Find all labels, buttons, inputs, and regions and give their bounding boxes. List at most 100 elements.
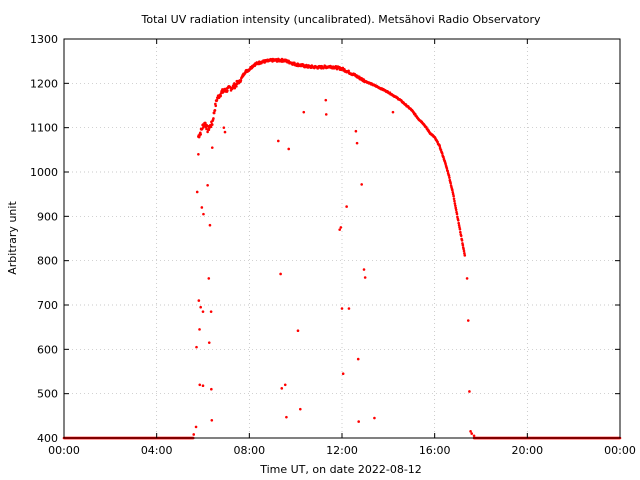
outlier-point: [357, 420, 360, 423]
grid: [64, 39, 620, 438]
outlier-point: [201, 310, 205, 313]
curve-point: [460, 239, 464, 242]
curve-point: [221, 88, 224, 91]
outlier-point: [198, 328, 201, 331]
x-axis-label: Time UT, on date 2022-08-12: [259, 463, 422, 476]
outlier-point: [197, 299, 201, 302]
curve-point: [458, 227, 462, 231]
outlier-point: [202, 212, 205, 216]
outlier-point: [468, 390, 471, 393]
outlier-point: [302, 110, 306, 114]
outlier-point: [339, 226, 343, 229]
outlier-point: [194, 425, 198, 429]
curve-point: [235, 85, 238, 88]
axis-ticks: 00:00 04:00 08:00 12:00 16:00 20:00 00:0040050…: [30, 33, 636, 457]
outlier-point: [210, 146, 214, 149]
outlier-point: [340, 307, 344, 310]
curve-point: [226, 89, 229, 92]
outlier-point: [210, 387, 213, 391]
outlier-point: [206, 184, 209, 187]
y-tick-label: 1100: [30, 122, 58, 135]
outlier-point: [223, 130, 227, 134]
curve-point: [457, 224, 461, 227]
y-tick-label: 700: [37, 299, 58, 312]
outlier-point: [280, 387, 284, 390]
curve-point: [458, 225, 461, 229]
x-tick-label: 00:00: [48, 444, 80, 457]
curve-point: [446, 169, 450, 173]
outlier-point: [347, 307, 351, 310]
curve-point: [463, 254, 467, 257]
outlier-point: [283, 383, 287, 387]
outlier-point: [472, 434, 476, 438]
y-tick-label: 400: [37, 432, 58, 445]
curve-point: [454, 208, 458, 212]
curve-point: [233, 86, 237, 90]
curve-point: [452, 194, 455, 198]
curve-point: [462, 247, 465, 251]
outlier-point: [466, 319, 470, 322]
y-tick-label: 1200: [30, 77, 58, 90]
outlier-point: [354, 129, 358, 133]
outlier-point: [287, 147, 291, 151]
curve-point: [442, 155, 445, 159]
y-axis-label: Arbitrary unit: [6, 201, 19, 275]
y-tick-label: 1000: [30, 166, 58, 179]
curve-point: [206, 130, 209, 134]
curve-point: [212, 111, 216, 115]
chart-title: Total UV radiation intensity (uncalibrat…: [141, 13, 541, 26]
curve-point: [213, 109, 217, 112]
outlier-point: [210, 418, 214, 422]
outlier-point: [362, 268, 366, 271]
curve-point: [239, 79, 243, 82]
x-tick-label: 08:00: [233, 444, 265, 457]
outlier-point: [209, 310, 213, 313]
outlier-point: [192, 433, 196, 436]
outlier-point: [279, 272, 282, 276]
curve-point: [438, 144, 442, 148]
outlier-point: [199, 305, 202, 309]
outlier-point: [285, 415, 288, 419]
curve-point: [457, 221, 460, 225]
x-tick-label: 12:00: [326, 444, 358, 457]
outlier-point: [195, 345, 198, 349]
curve-point: [335, 67, 339, 71]
curve-point: [463, 252, 466, 255]
curve-point: [212, 117, 215, 120]
outlier-point: [345, 205, 348, 208]
outlier-point: [276, 139, 280, 143]
curve-point: [440, 152, 444, 155]
curve-point: [455, 212, 459, 216]
outlier-point: [207, 277, 211, 280]
outlier-point: [208, 223, 212, 227]
x-tick-label: 20:00: [511, 444, 543, 457]
curve-point: [451, 188, 454, 192]
curve-point: [453, 202, 457, 205]
curve-point: [456, 218, 460, 222]
outlier-point: [469, 430, 472, 433]
outlier-point: [296, 329, 300, 333]
outlier-point: [200, 206, 204, 209]
outlier-point: [341, 372, 345, 376]
curve-point: [199, 133, 202, 136]
curve-point: [459, 230, 462, 234]
plot-frame: [63, 38, 621, 439]
y-tick-label: 500: [37, 388, 58, 401]
curve-point: [445, 167, 449, 170]
curve-point: [214, 104, 218, 108]
outlier-point: [201, 384, 205, 387]
curve-point: [449, 181, 452, 185]
curve-point: [459, 234, 463, 238]
curve-point: [215, 98, 219, 102]
outlier-point: [465, 277, 469, 280]
outlier-point: [391, 110, 395, 114]
outlier-point: [355, 141, 359, 145]
x-tick-label: 00:00: [604, 444, 636, 457]
outlier-point: [222, 126, 226, 129]
curve-point: [451, 192, 455, 196]
data-points: [62, 57, 622, 440]
curve-point: [462, 249, 466, 253]
outlier-point: [356, 357, 360, 361]
curve-point: [448, 176, 451, 179]
curve-point: [347, 69, 350, 73]
